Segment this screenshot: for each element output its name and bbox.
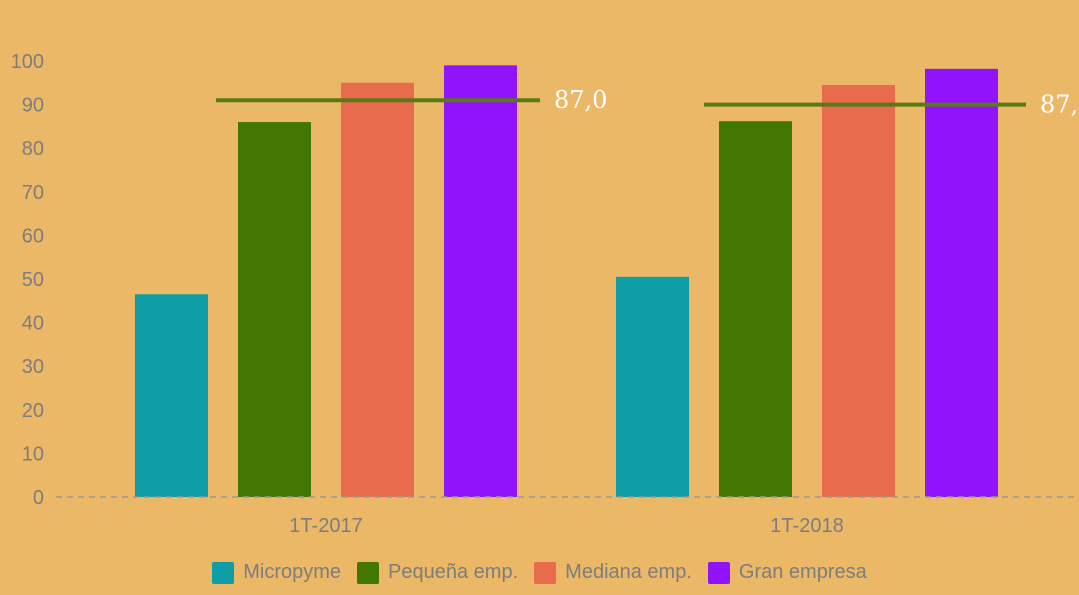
y-tick-label: 80 <box>22 138 44 160</box>
legend-item-micropyme[interactable]: Micropyme <box>212 561 341 584</box>
legend-label-gran: Gran empresa <box>738 561 867 583</box>
legend-item-gran[interactable]: Gran empresa <box>707 561 867 584</box>
bar <box>341 82 414 498</box>
y-tick-label: 90 <box>22 95 44 117</box>
legend-item-pequena[interactable]: Pequeña emp. <box>357 561 518 584</box>
y-tick-label: 60 <box>22 225 44 247</box>
reference-line-label: 87,0 <box>554 86 607 114</box>
legend-label-mediana: Mediana emp. <box>565 561 692 583</box>
bar <box>616 276 689 497</box>
bar <box>444 65 517 498</box>
y-tick-label: 0 <box>33 487 44 509</box>
y-tick-label: 70 <box>22 182 44 204</box>
legend-swatch-gran <box>707 561 730 584</box>
legend-swatch-mediana <box>534 561 557 584</box>
y-tick-label: 100 <box>11 51 44 73</box>
y-tick-label: 20 <box>22 400 44 422</box>
legend-label-pequena: Pequeña emp. <box>388 561 519 583</box>
legend-swatch-pequena <box>357 561 380 584</box>
y-tick-label: 40 <box>22 313 44 335</box>
legend-swatch-micropyme <box>212 561 235 584</box>
x-tick-label: 1T-2017 <box>289 515 362 537</box>
bar <box>719 121 792 497</box>
bar <box>238 122 311 497</box>
y-tick-label: 10 <box>22 443 44 465</box>
y-tick-label: 30 <box>22 356 44 378</box>
bar <box>135 294 208 497</box>
legend-label-micropyme: Micropyme <box>243 561 342 583</box>
bar <box>925 68 998 498</box>
x-tick-label: 1T-2018 <box>770 515 843 537</box>
bar-chart: 0 10 20 30 40 50 60 70 80 90 100 1T-2017 1T-2018 87,0… <box>11 51 1079 537</box>
reference-line-label: 87, <box>1040 91 1078 119</box>
y-tick-label: 50 <box>22 269 44 291</box>
bar <box>822 84 895 497</box>
legend-item-mediana[interactable]: Mediana emp. <box>534 561 692 584</box>
legend: Micropyme Pequeña emp. Mediana emp. Gran… <box>0 561 1079 584</box>
